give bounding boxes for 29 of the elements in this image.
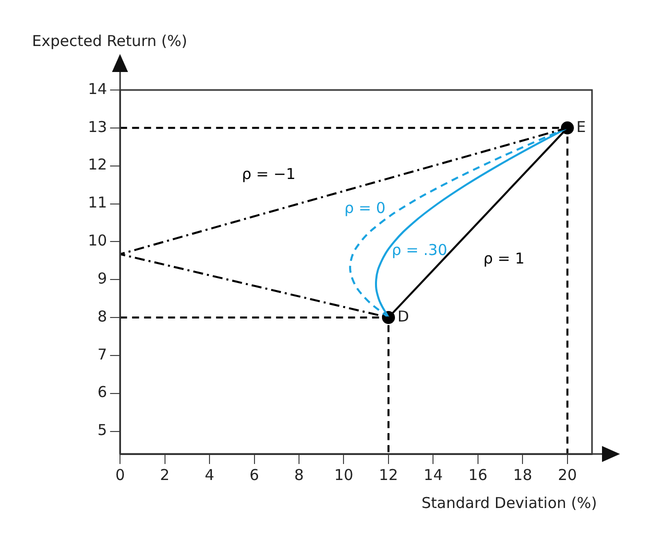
x-tick-label: 14	[424, 466, 443, 484]
series-label: ρ = 1	[483, 250, 525, 268]
x-tick-label: 2	[160, 466, 170, 484]
y-tick-label: 13	[88, 118, 108, 136]
y-axis-title: Expected Return (%)	[32, 32, 188, 50]
y-tick-label: 7	[98, 345, 108, 364]
annotation: D	[397, 307, 410, 326]
x-tick-label: 20	[558, 466, 577, 484]
x-tick-label: 16	[468, 466, 488, 484]
y-tick-label: 11	[88, 194, 108, 212]
series-label: ρ = −1	[242, 164, 296, 183]
y-tick-label: 12	[88, 156, 108, 174]
annotation: E	[576, 118, 586, 136]
x-axis-title: Standard Deviation (%)	[422, 494, 597, 512]
x-tick-label: 0	[115, 466, 125, 484]
x-tick-label: 10	[334, 466, 354, 484]
x-tick-label: 6	[250, 466, 260, 484]
x-tick-label: 8	[294, 466, 304, 484]
x-tick-label: 12	[378, 466, 398, 484]
x-tick-label: 4	[204, 466, 214, 484]
x-tick-label: 18	[513, 466, 532, 484]
y-tick-label: 9	[98, 269, 108, 288]
series-label: ρ = .30	[392, 241, 448, 260]
y-tick-label: 10	[88, 232, 108, 250]
y-tick-label: 6	[98, 383, 108, 402]
y-tick-label: 5	[98, 421, 108, 440]
y-tick-label: 8	[98, 307, 108, 326]
series-label: ρ = 0	[344, 199, 386, 218]
y-tick-label: 14	[88, 80, 108, 98]
